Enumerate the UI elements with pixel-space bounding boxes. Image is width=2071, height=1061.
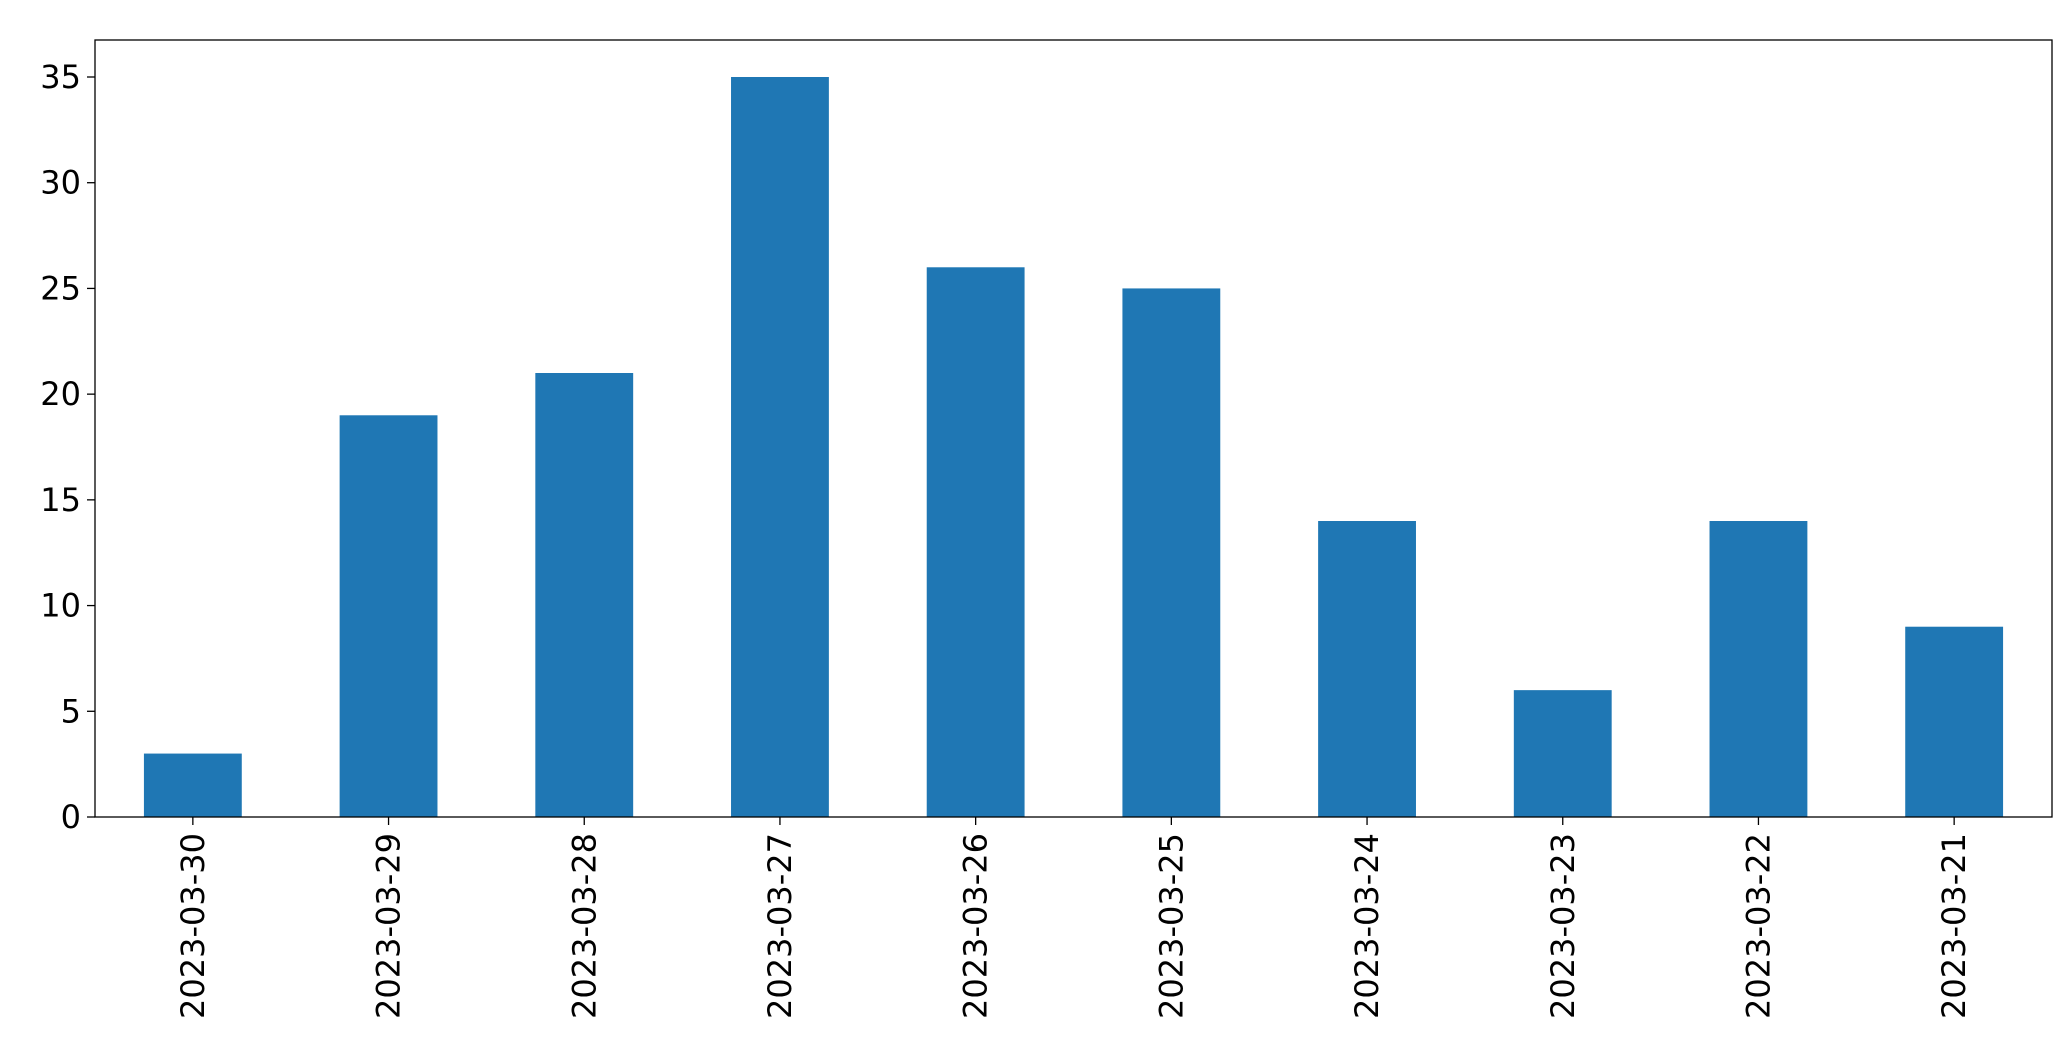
x-tick-label: 2023-03-25 [1152, 833, 1190, 1019]
bar [1122, 288, 1221, 817]
bar [731, 77, 829, 817]
x-tick-label: 2023-03-30 [174, 833, 212, 1019]
x-tick-label: 2023-03-21 [1935, 833, 1973, 1019]
bar [535, 373, 634, 817]
y-tick-label: 35 [40, 58, 81, 96]
x-tick-label: 2023-03-29 [370, 833, 408, 1019]
x-tick-label: 2023-03-24 [1348, 833, 1386, 1019]
bar [1905, 626, 2004, 817]
x-tick-label: 2023-03-22 [1739, 833, 1777, 1019]
bar [339, 415, 438, 817]
bar [926, 267, 1025, 817]
x-tick-label: 2023-03-26 [957, 833, 995, 1019]
bar [143, 753, 242, 817]
y-tick-label: 20 [40, 375, 81, 413]
y-tick-label: 15 [40, 481, 81, 519]
y-tick-label: 5 [61, 692, 81, 730]
x-tick-label: 2023-03-28 [565, 833, 603, 1019]
y-tick-label: 25 [40, 269, 81, 307]
bar [1709, 521, 1808, 817]
y-tick-label: 10 [40, 587, 81, 625]
y-tick-label: 30 [40, 164, 81, 202]
bar [1318, 521, 1416, 817]
x-tick-label: 2023-03-27 [761, 833, 799, 1019]
y-tick-label: 0 [61, 798, 81, 836]
bar [1513, 690, 1612, 817]
axes-frame [94, 39, 2053, 818]
x-tick-label: 2023-03-23 [1544, 833, 1582, 1019]
